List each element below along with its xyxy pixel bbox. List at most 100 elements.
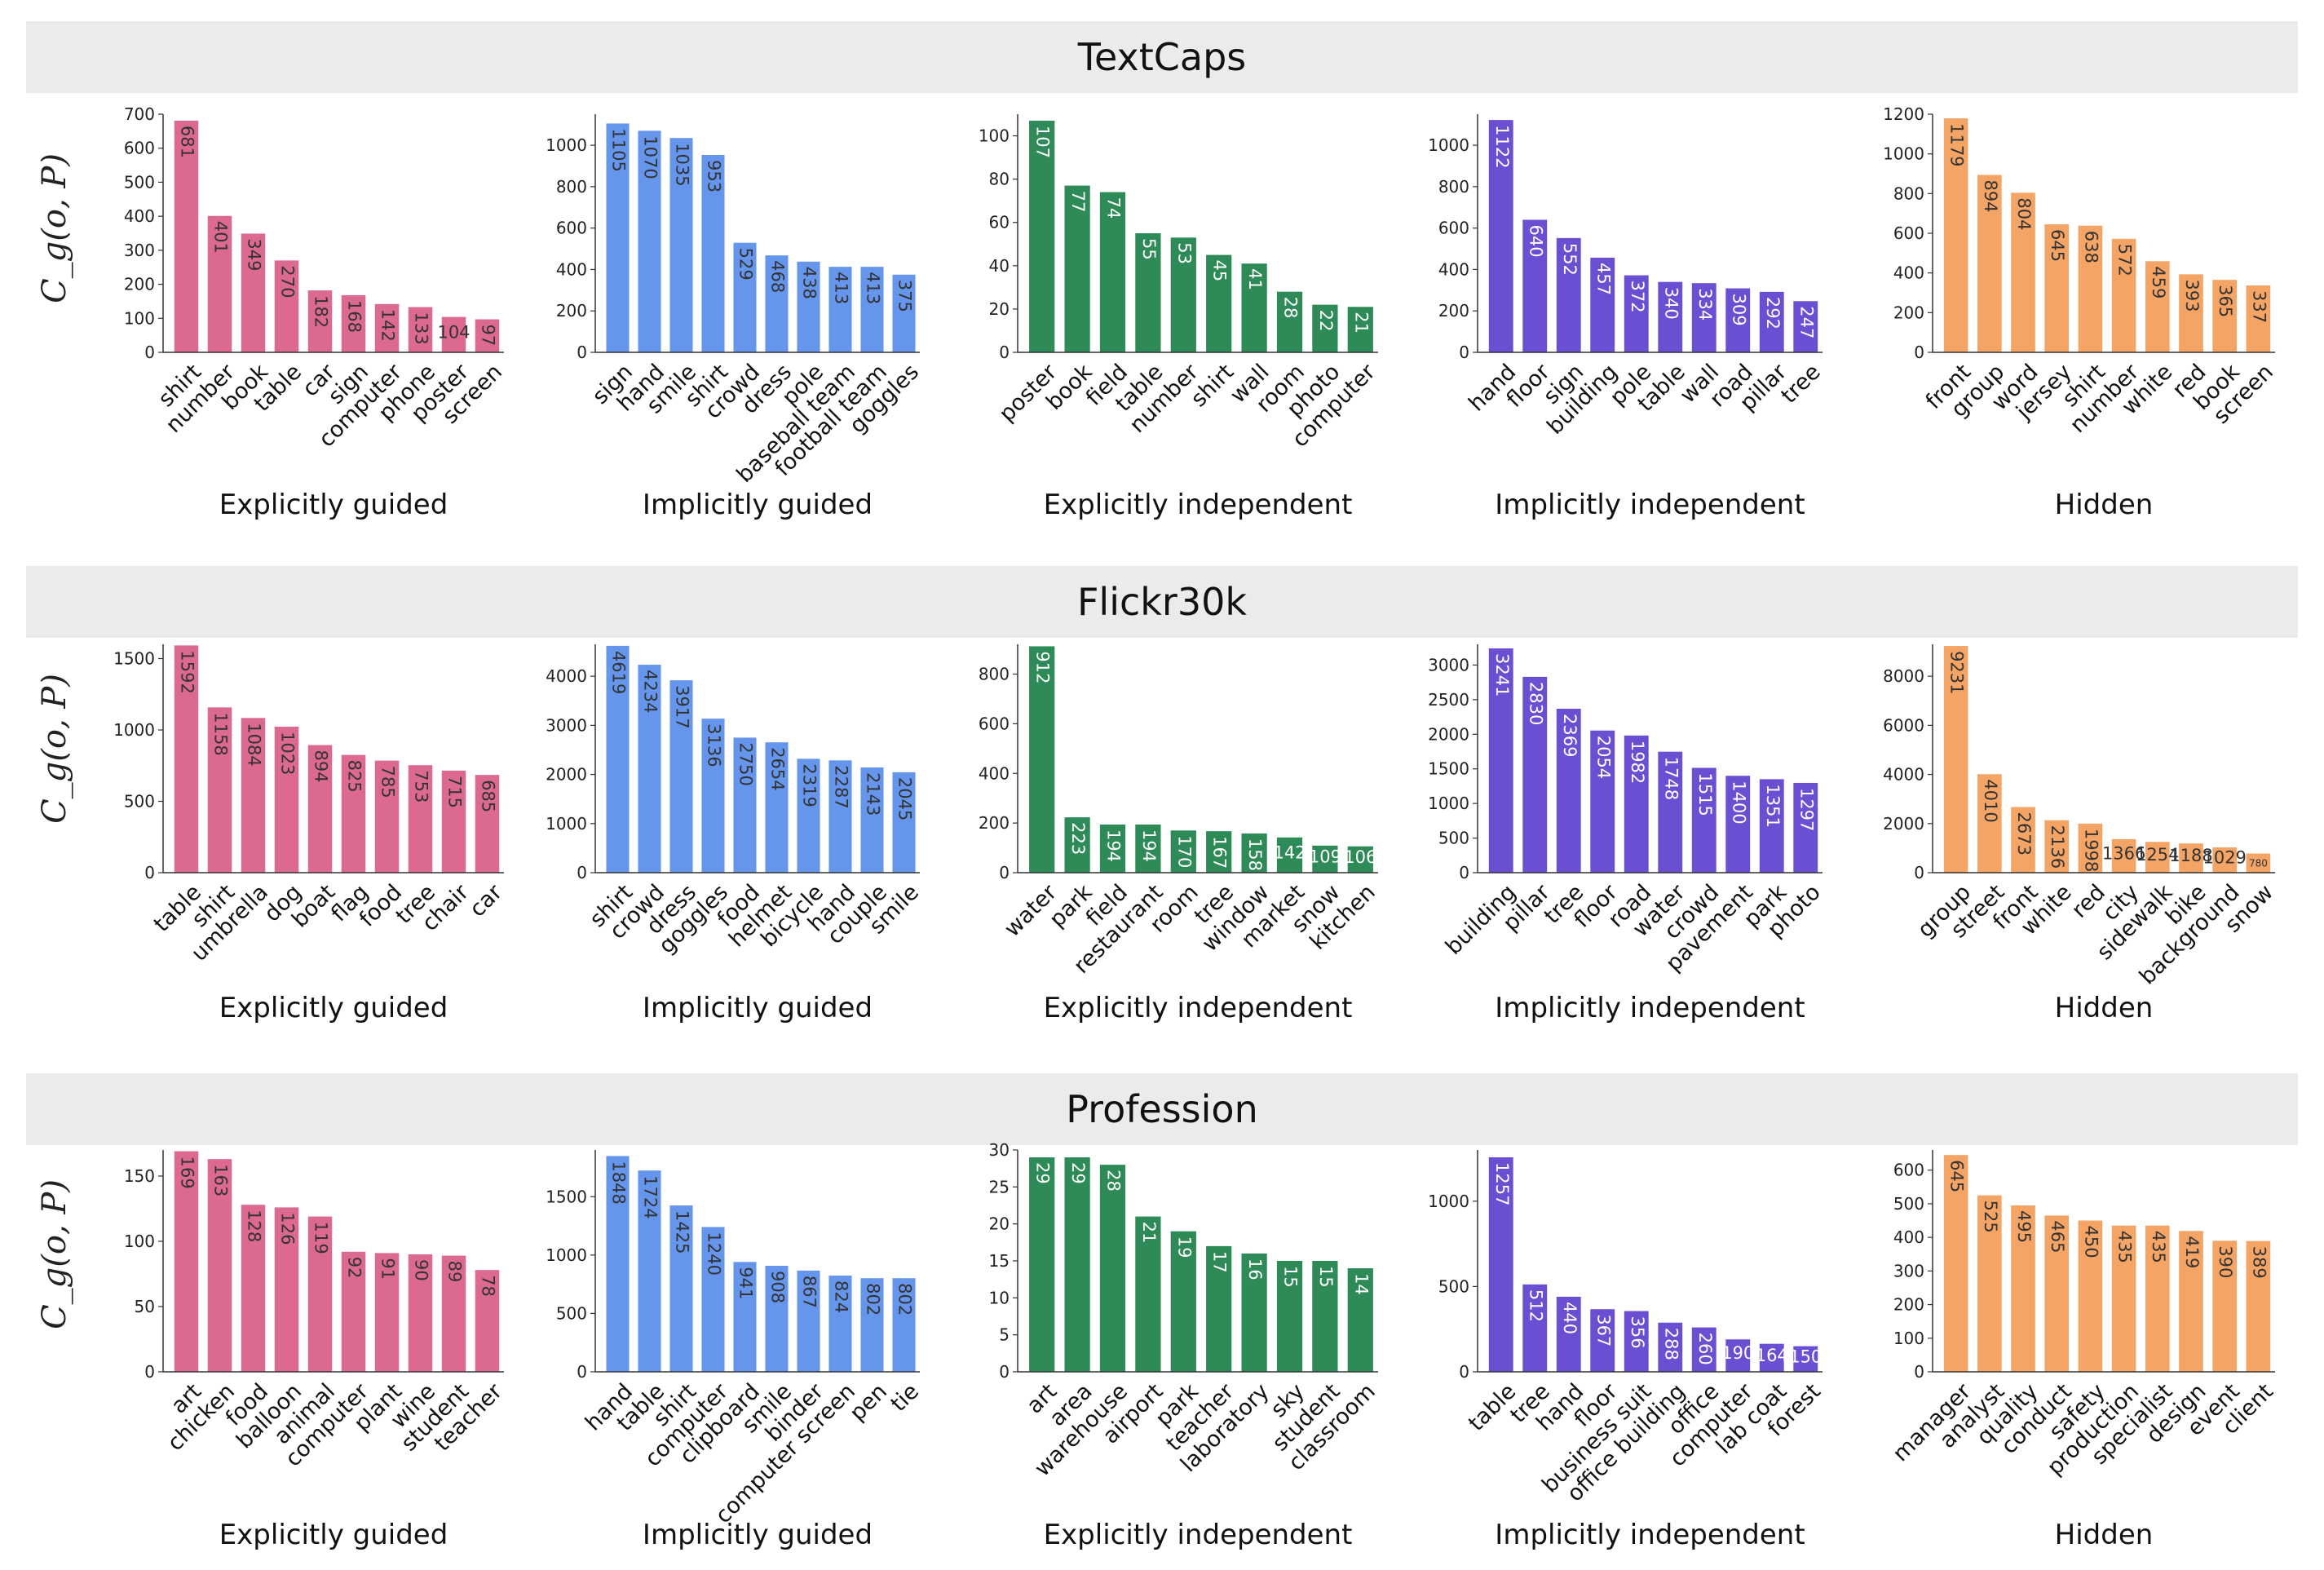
bar xyxy=(1488,1156,1513,1372)
bar-value-label: 1035 xyxy=(673,143,692,186)
bar-value-label: 802 xyxy=(895,1283,915,1316)
bar xyxy=(374,760,400,873)
bar xyxy=(2212,1241,2238,1372)
y-tick-label: 400 xyxy=(124,206,155,226)
bar xyxy=(1522,676,1548,873)
bar-value-label: 645 xyxy=(1947,1160,1967,1192)
bar-value-label: 365 xyxy=(2216,285,2235,317)
y-tick-label: 20 xyxy=(989,299,1010,319)
bar xyxy=(2044,1215,2070,1372)
y-tick-label: 150 xyxy=(124,1166,155,1186)
bar xyxy=(341,294,366,352)
y-tick-label: 600 xyxy=(556,219,587,238)
bar-value-label: 2830 xyxy=(1526,682,1545,725)
bar-value-label: 92 xyxy=(345,1257,365,1279)
section-title: Flickr30k xyxy=(1076,580,1248,624)
bar xyxy=(1029,1157,1055,1372)
y-tick-label: 2000 xyxy=(1883,814,1924,834)
bar xyxy=(1590,257,1615,352)
bar xyxy=(638,665,661,873)
bar xyxy=(1241,833,1267,873)
bar-value-label: 260 xyxy=(1695,1333,1715,1365)
bar xyxy=(1206,254,1232,352)
bar xyxy=(1135,824,1161,873)
bar xyxy=(2246,1241,2271,1372)
bar xyxy=(1943,118,1968,353)
bar xyxy=(341,754,366,873)
bar xyxy=(1977,175,2002,352)
bar-value-label: 2654 xyxy=(768,747,788,790)
y-tick-label: 6000 xyxy=(1883,715,1924,735)
y-tick-label: 500 xyxy=(124,792,155,812)
bar xyxy=(828,1276,852,1372)
y-tick-label: 800 xyxy=(556,177,587,197)
chart-title: Explicitly independent xyxy=(1044,489,1353,521)
bar xyxy=(307,1216,333,1372)
bar xyxy=(669,138,693,352)
bar-value-label: 15 xyxy=(1281,1266,1301,1288)
bar xyxy=(1977,774,2002,873)
y-tick-label: 3000 xyxy=(546,715,587,735)
bar xyxy=(1793,1346,1818,1372)
y-tick-label: 8000 xyxy=(1883,666,1924,686)
bar-value-label: 372 xyxy=(1628,281,1647,313)
bar-value-label: 1084 xyxy=(245,723,264,766)
bar-value-label: 223 xyxy=(1068,822,1088,855)
bar xyxy=(374,303,400,352)
bar xyxy=(669,680,693,873)
y-tick-label: 600 xyxy=(1893,1161,1924,1180)
bar-value-label: 1188 xyxy=(2169,846,2212,865)
bar xyxy=(274,1207,299,1372)
bar-value-label: 390 xyxy=(2216,1245,2235,1278)
section-header-textcaps: TextCaps xyxy=(26,21,2298,93)
y-tick-label: 400 xyxy=(979,763,1010,783)
bar xyxy=(1347,1268,1373,1372)
bar-value-label: 908 xyxy=(768,1271,788,1303)
y-tick-label: 0 xyxy=(1459,863,1469,882)
bar-value-label: 55 xyxy=(1139,238,1159,260)
bar-value-label: 529 xyxy=(736,248,756,281)
bar-value-label: 163 xyxy=(211,1164,231,1196)
bar-value-label: 133 xyxy=(412,312,431,345)
bar-value-label: 128 xyxy=(245,1210,264,1242)
bar-value-label: 802 xyxy=(864,1283,883,1316)
bar-value-label: 340 xyxy=(1661,287,1681,320)
bar-value-label: 465 xyxy=(2048,1220,2067,1253)
bar-value-label: 3136 xyxy=(705,723,724,767)
bar xyxy=(1206,1245,1232,1372)
bar-value-label: 1297 xyxy=(1796,788,1816,831)
bar-value-label: 457 xyxy=(1593,263,1613,295)
bar xyxy=(274,726,299,873)
bar xyxy=(797,1270,820,1372)
bar xyxy=(1099,192,1126,352)
bar xyxy=(860,1278,884,1372)
bar xyxy=(1099,824,1126,873)
bar xyxy=(174,1151,199,1372)
bar-value-label: 194 xyxy=(1104,829,1124,862)
bar xyxy=(606,123,630,352)
bar xyxy=(2145,261,2170,352)
bar-value-label: 1998 xyxy=(2081,829,2101,872)
bar xyxy=(1206,831,1232,873)
bar xyxy=(241,1205,266,1372)
y-axis-label: C_g(o, P) xyxy=(36,1179,73,1329)
bar-value-label: 292 xyxy=(1763,297,1783,329)
section-title: Profession xyxy=(1066,1087,1258,1131)
bar-value-label: 97 xyxy=(479,325,498,347)
bar xyxy=(765,255,789,352)
y-tick-label: 200 xyxy=(124,275,155,294)
bar xyxy=(341,1251,366,1372)
bar-value-label: 28 xyxy=(1104,1170,1124,1192)
chart-title: Hidden xyxy=(2055,1519,2154,1551)
y-tick-label: 1000 xyxy=(1883,144,1924,164)
bar-value-label: 681 xyxy=(178,126,197,158)
y-tick-label: 400 xyxy=(1438,259,1469,279)
bar-value-label: 349 xyxy=(245,238,264,271)
bar-value-label: 356 xyxy=(1628,1316,1647,1349)
bar-value-label: 142 xyxy=(1273,842,1306,862)
bar-value-label: 867 xyxy=(800,1276,820,1308)
bar xyxy=(1347,846,1373,873)
bar xyxy=(1658,281,1683,352)
bar xyxy=(2111,238,2136,352)
bar-value-label: 894 xyxy=(1981,179,2000,212)
